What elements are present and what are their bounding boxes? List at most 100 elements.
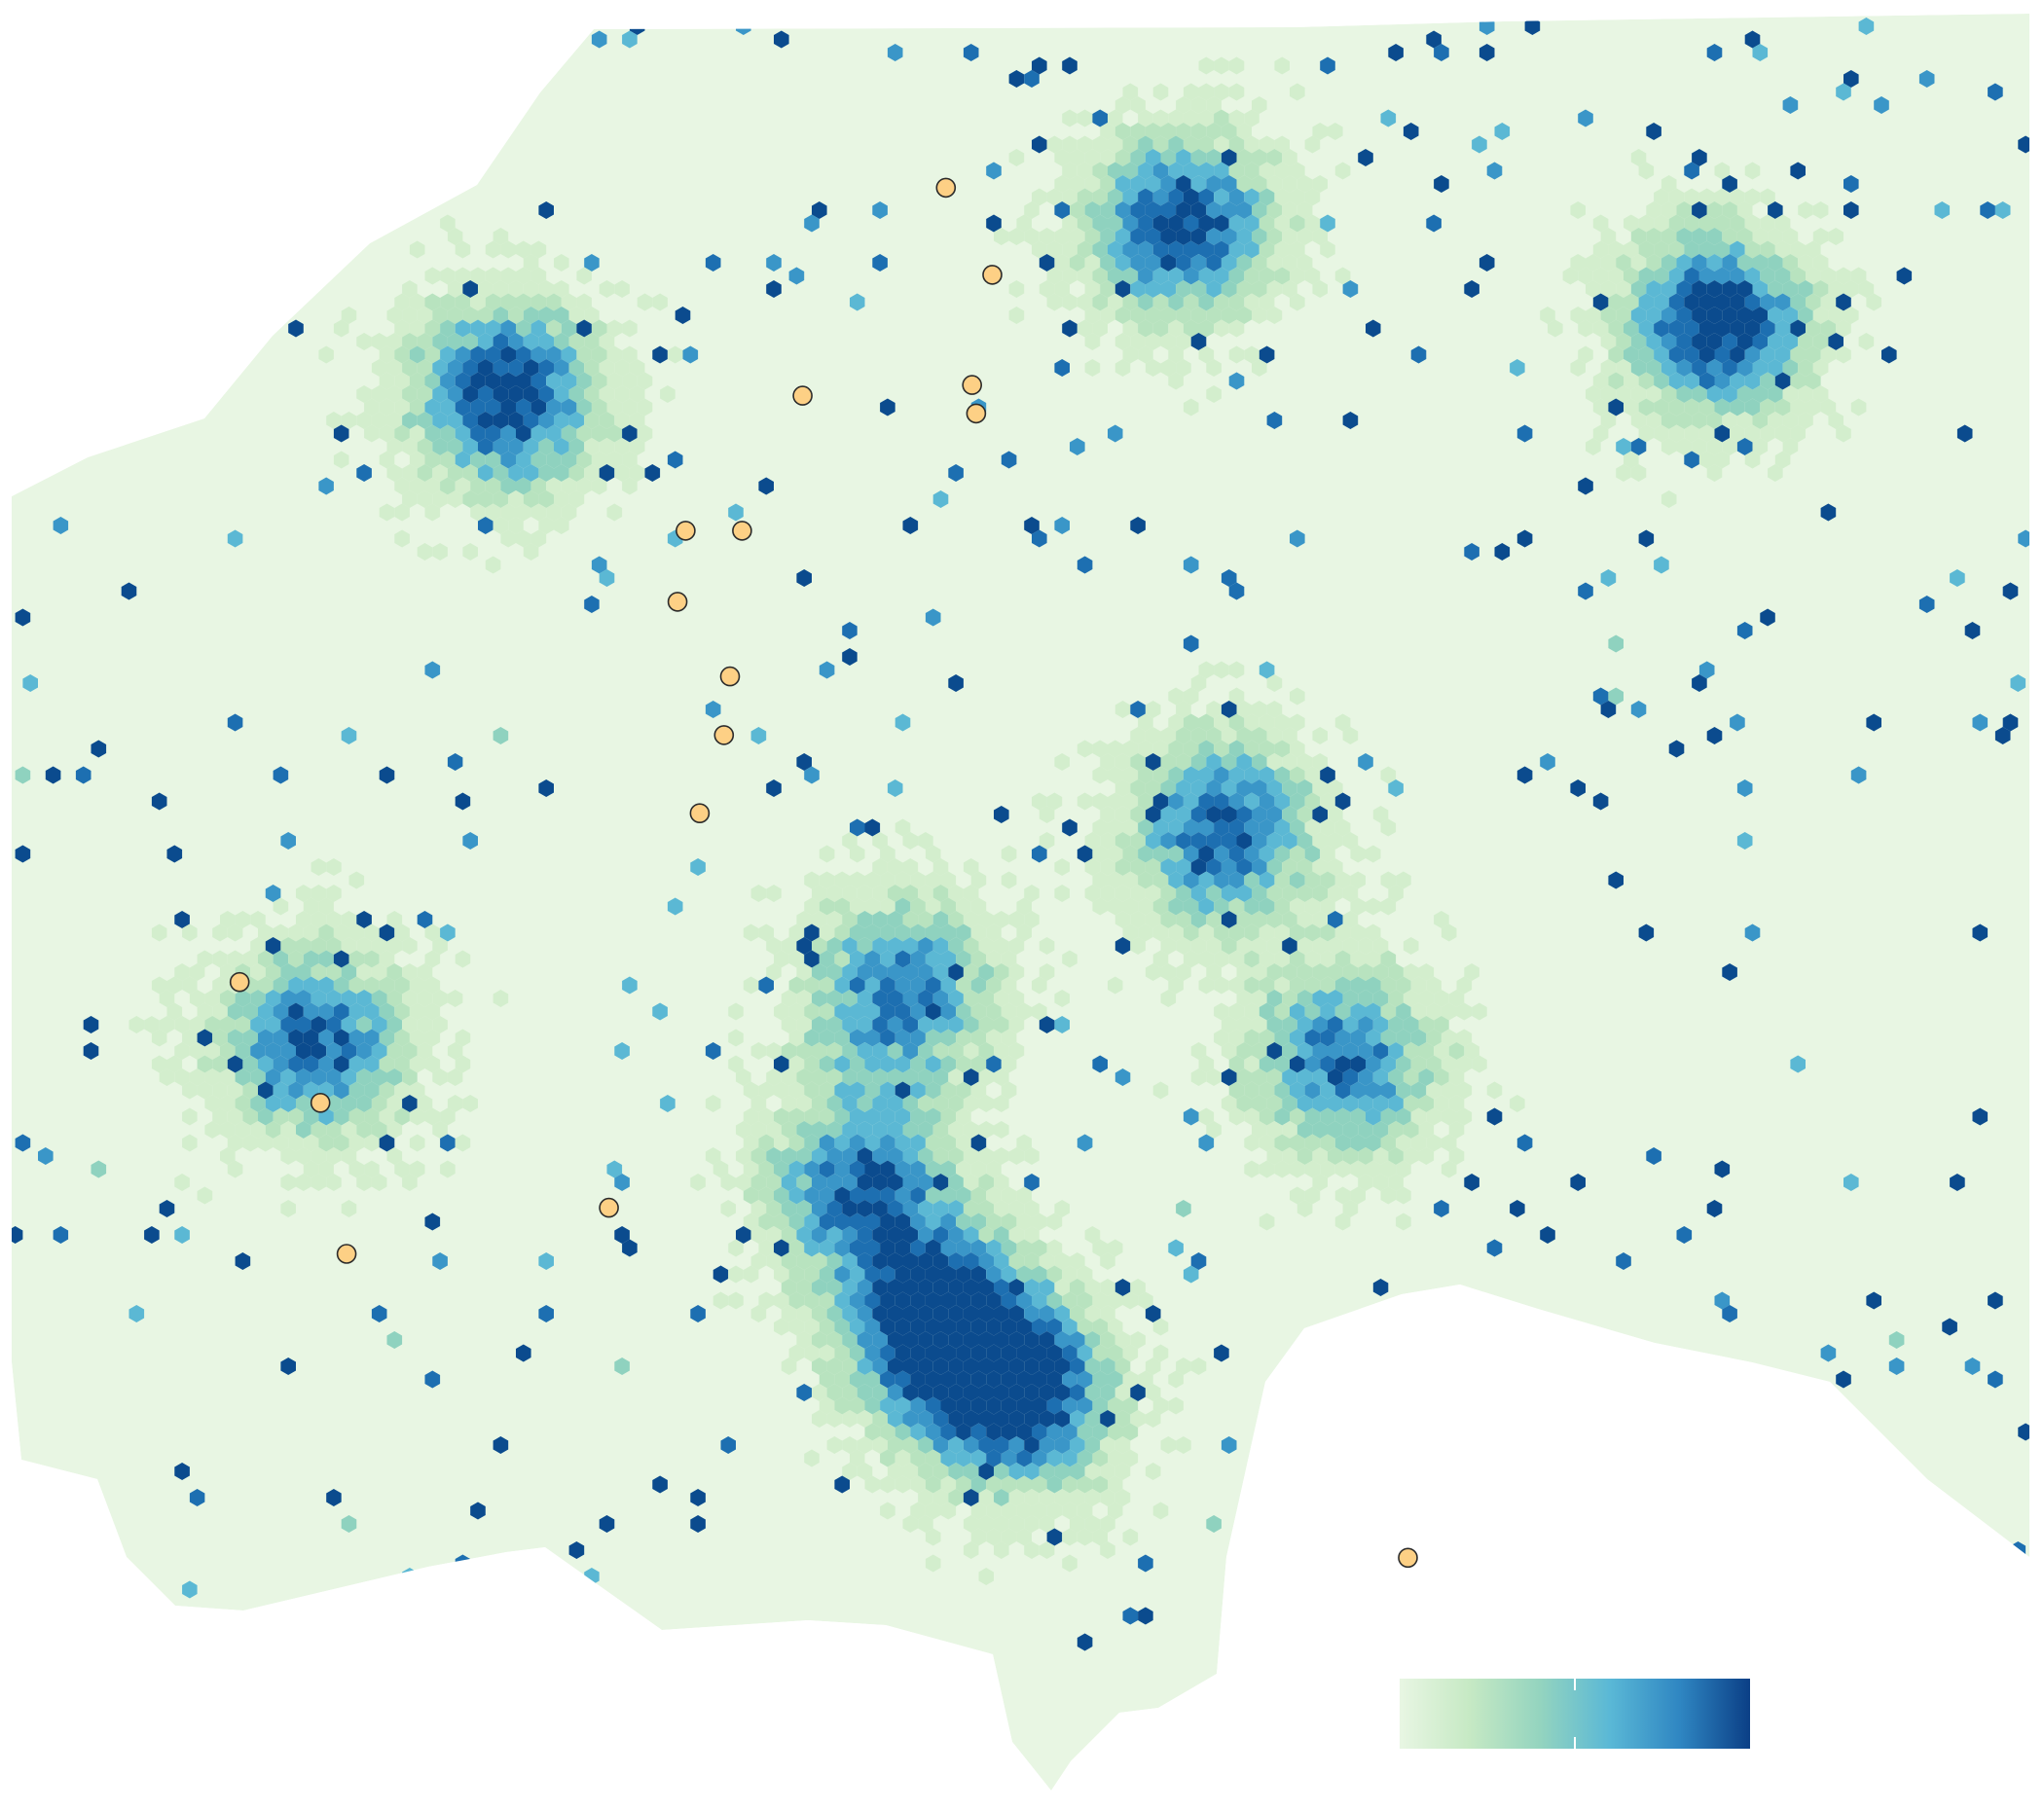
hex-cell xyxy=(1100,149,1115,166)
location-marker[interactable] xyxy=(599,1197,619,1218)
hex-cell xyxy=(1100,1358,1115,1375)
hex-cell xyxy=(1812,228,1829,245)
hex-cell xyxy=(1198,214,1215,233)
hex-cell xyxy=(652,345,668,364)
hex-cell xyxy=(1684,319,1699,338)
hex-cell xyxy=(781,1147,797,1165)
location-marker[interactable] xyxy=(1398,1547,1418,1569)
hex-cell xyxy=(394,1081,410,1100)
hex-cell xyxy=(1388,44,1404,61)
hex-cell xyxy=(1366,1396,1381,1415)
hex-cell xyxy=(872,0,888,9)
hex-cell xyxy=(1084,1463,1101,1480)
hex-cell xyxy=(850,1239,865,1257)
hex-cell xyxy=(1046,267,1063,285)
location-marker[interactable] xyxy=(310,1093,331,1113)
hex-cell xyxy=(318,950,334,968)
location-marker[interactable] xyxy=(792,385,813,406)
hex-cell xyxy=(1228,135,1245,154)
location-marker[interactable] xyxy=(966,403,987,424)
hex-cell xyxy=(918,1174,933,1191)
hex-cell xyxy=(348,1160,365,1178)
hex-cell xyxy=(1084,1778,1101,1791)
hex-cell xyxy=(1092,188,1108,206)
hex-cell xyxy=(1070,1384,1085,1401)
location-marker[interactable] xyxy=(667,592,688,612)
location-marker[interactable] xyxy=(982,265,1003,285)
hex-cell xyxy=(1282,937,1297,955)
hex-cell xyxy=(1290,950,1305,968)
location-marker[interactable] xyxy=(719,666,741,687)
hex-cell xyxy=(364,1160,380,1178)
hex-cell xyxy=(1130,753,1146,771)
location-marker[interactable] xyxy=(935,177,957,199)
hex-cell xyxy=(842,1042,858,1060)
hex-cell xyxy=(364,1055,380,1073)
hex-cell xyxy=(1008,70,1025,88)
hex-cell xyxy=(242,1002,258,1021)
hex-cell xyxy=(910,1265,926,1284)
location-marker[interactable] xyxy=(689,803,711,824)
hex-cell xyxy=(1046,1344,1063,1362)
location-marker[interactable] xyxy=(713,725,735,745)
location-marker[interactable] xyxy=(336,1244,357,1264)
hex-cell xyxy=(1806,398,1821,416)
hex-cell xyxy=(1334,1607,1351,1625)
hex-cell xyxy=(1008,1252,1025,1270)
hex-cell xyxy=(1168,766,1184,784)
hex-cell xyxy=(1638,293,1655,311)
hex-cell xyxy=(599,1515,615,1533)
hex-cell xyxy=(864,1002,881,1021)
hex-cell xyxy=(455,267,471,285)
hex-cell xyxy=(887,1200,903,1217)
location-marker[interactable] xyxy=(732,521,752,541)
hex-cell xyxy=(1441,1029,1457,1047)
hex-cell xyxy=(1092,1449,1108,1467)
hex-cell xyxy=(2018,529,2029,548)
hex-cell xyxy=(2002,713,2019,732)
hex-cell xyxy=(591,477,607,495)
hex-cell xyxy=(1661,438,1677,455)
hex-cell xyxy=(1494,543,1511,561)
hex-cell xyxy=(1228,214,1245,233)
hex-cell xyxy=(1334,792,1351,811)
hex-cell xyxy=(1403,1042,1419,1060)
hex-cell xyxy=(796,1174,812,1191)
hex-cell xyxy=(819,1055,835,1073)
hex-cell xyxy=(1214,845,1229,863)
hex-cell xyxy=(970,976,987,995)
hex-cell xyxy=(1630,385,1647,403)
hex-cell xyxy=(970,1449,987,1467)
hex-cell xyxy=(1540,1226,1555,1244)
hex-cell xyxy=(1342,832,1359,850)
hex-cell xyxy=(470,398,486,416)
hex-cell xyxy=(850,1370,865,1389)
hex-cell xyxy=(1570,779,1586,797)
hex-cell xyxy=(940,1344,957,1362)
hex-cell xyxy=(1380,109,1397,127)
hex-cell xyxy=(1077,1475,1093,1494)
hex-cell xyxy=(1646,385,1661,403)
hex-cell xyxy=(1008,1358,1025,1375)
location-marker[interactable] xyxy=(675,521,696,541)
hex-cell xyxy=(258,976,274,995)
hex-cell xyxy=(1114,1384,1131,1401)
hex-cell xyxy=(1972,713,1989,732)
hex-cell xyxy=(894,1344,911,1362)
location-marker[interactable] xyxy=(962,375,983,395)
location-marker[interactable] xyxy=(229,971,250,993)
hex-cell xyxy=(826,990,843,1007)
hex-cell xyxy=(606,424,623,443)
hex-cell xyxy=(894,1081,911,1100)
hex-cell xyxy=(872,1436,888,1454)
hex-cell xyxy=(1320,976,1335,995)
hex-cell xyxy=(1122,871,1139,889)
hex-cell xyxy=(1032,1344,1047,1362)
hex-cell xyxy=(1328,1147,1343,1165)
hex-cell xyxy=(45,766,61,784)
hex-cell xyxy=(516,477,531,495)
hex-cell xyxy=(1221,254,1237,272)
hex-cell xyxy=(1698,451,1715,469)
hex-cell xyxy=(1100,228,1115,245)
hex-cell xyxy=(986,1055,1002,1073)
